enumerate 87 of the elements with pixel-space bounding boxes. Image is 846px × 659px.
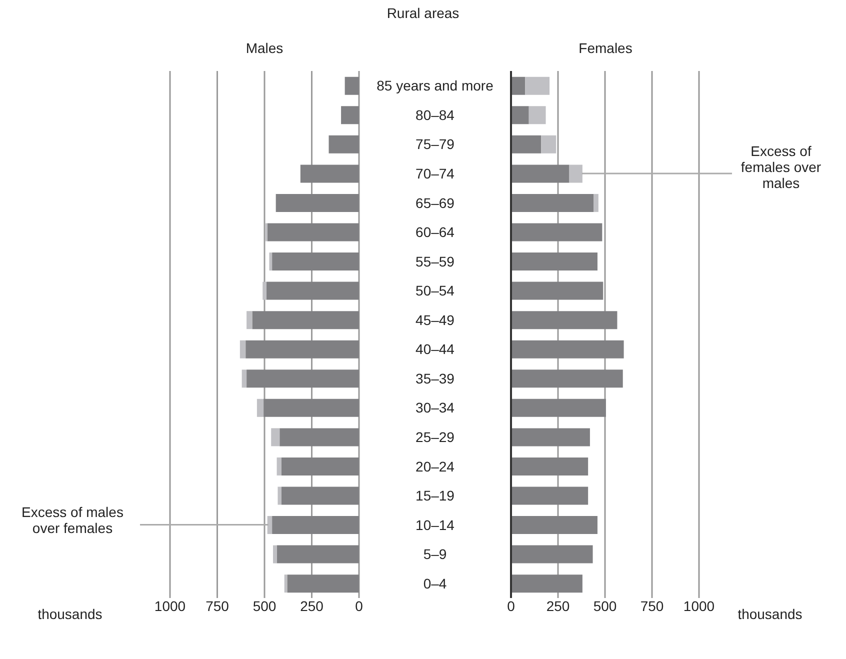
text: Rural areas — [386, 5, 460, 21]
bar — [269, 252, 272, 271]
y-tick-label: 65–69 — [416, 194, 455, 211]
bar — [511, 164, 570, 183]
x-axis-title: thousands — [36, 606, 104, 622]
y-tick-label: 55–59 — [416, 253, 455, 270]
y-tick-label: 30–34 — [416, 400, 455, 416]
bar — [246, 311, 252, 330]
bar — [276, 194, 359, 212]
y-tick-label: 70–74 — [416, 165, 455, 182]
x-tick-label: 750 — [640, 598, 664, 614]
bar — [273, 545, 277, 564]
bar — [525, 76, 550, 95]
bar — [511, 223, 602, 242]
bar — [511, 252, 598, 271]
y-tick-label: 35–39 — [416, 370, 455, 386]
chart-title: Males — [244, 40, 284, 56]
y-tick-label: 15–19 — [416, 488, 455, 504]
bar — [246, 370, 359, 388]
bar — [511, 545, 593, 564]
x-tick-label: 500 — [252, 598, 276, 614]
bar — [511, 340, 624, 358]
bar — [511, 457, 588, 476]
bar — [280, 428, 359, 446]
y-tick-label: 40–44 — [416, 341, 455, 358]
y-tick-label: 60–64 — [416, 224, 455, 240]
bar — [256, 398, 264, 417]
bar — [541, 135, 556, 154]
bar — [272, 252, 359, 271]
bar — [267, 223, 359, 242]
x-tick-label: 0 — [507, 598, 516, 614]
y-tick-label: 0–4 — [423, 575, 447, 592]
bar — [242, 370, 247, 388]
y-tick-label: 85 years and more — [376, 78, 494, 94]
bar — [511, 282, 604, 300]
y-tick-label: 10–14 — [416, 516, 455, 533]
bar — [328, 135, 359, 154]
bar — [278, 486, 282, 505]
bar — [267, 516, 272, 534]
y-tick-label: 5–9 — [423, 546, 447, 562]
bar — [271, 428, 280, 446]
x-tick-label: 750 — [206, 598, 230, 614]
annotation: Excess of females over males — [740, 143, 822, 192]
y-tick-label: 25–29 — [416, 428, 455, 445]
bar — [511, 428, 590, 446]
bar — [276, 457, 282, 476]
x-tick-label: 1000 — [154, 598, 186, 614]
x-tick-label: 250 — [546, 598, 570, 614]
bar — [511, 311, 618, 330]
bar — [264, 398, 359, 417]
bar — [511, 106, 529, 124]
x-tick-label: 500 — [593, 598, 617, 614]
bar — [511, 194, 594, 212]
x-axis-title: thousands — [736, 606, 804, 622]
bar — [240, 340, 246, 358]
bar — [344, 76, 359, 95]
y-tick-label: 75–79 — [416, 136, 455, 152]
y-tick-label: 80–84 — [416, 106, 455, 123]
bar — [511, 574, 582, 593]
bar — [341, 106, 359, 124]
bar — [246, 340, 359, 358]
bar — [272, 516, 359, 534]
bar — [511, 486, 588, 505]
bar — [511, 76, 526, 95]
x-tick-label: 250 — [300, 598, 324, 614]
y-tick-label: 45–49 — [416, 312, 455, 328]
bar — [511, 516, 598, 534]
x-tick-label: 0 — [355, 598, 364, 614]
bar — [276, 545, 359, 564]
bar — [569, 164, 582, 183]
bar — [282, 486, 359, 505]
bar — [511, 398, 606, 417]
bar — [300, 164, 359, 183]
bar — [594, 194, 598, 212]
y-tick-label: 50–54 — [416, 282, 455, 299]
bar — [511, 370, 623, 388]
bar — [282, 457, 359, 476]
bar — [511, 135, 542, 154]
bar — [262, 282, 266, 300]
bar — [252, 311, 359, 330]
bar — [287, 574, 359, 593]
bar — [528, 106, 546, 124]
x-tick-label: 1000 — [683, 598, 715, 614]
annotation: Excess of males over females — [20, 504, 124, 536]
y-tick-label: 20–24 — [416, 458, 455, 474]
chart-title: Females — [578, 40, 634, 56]
bar — [266, 282, 359, 300]
